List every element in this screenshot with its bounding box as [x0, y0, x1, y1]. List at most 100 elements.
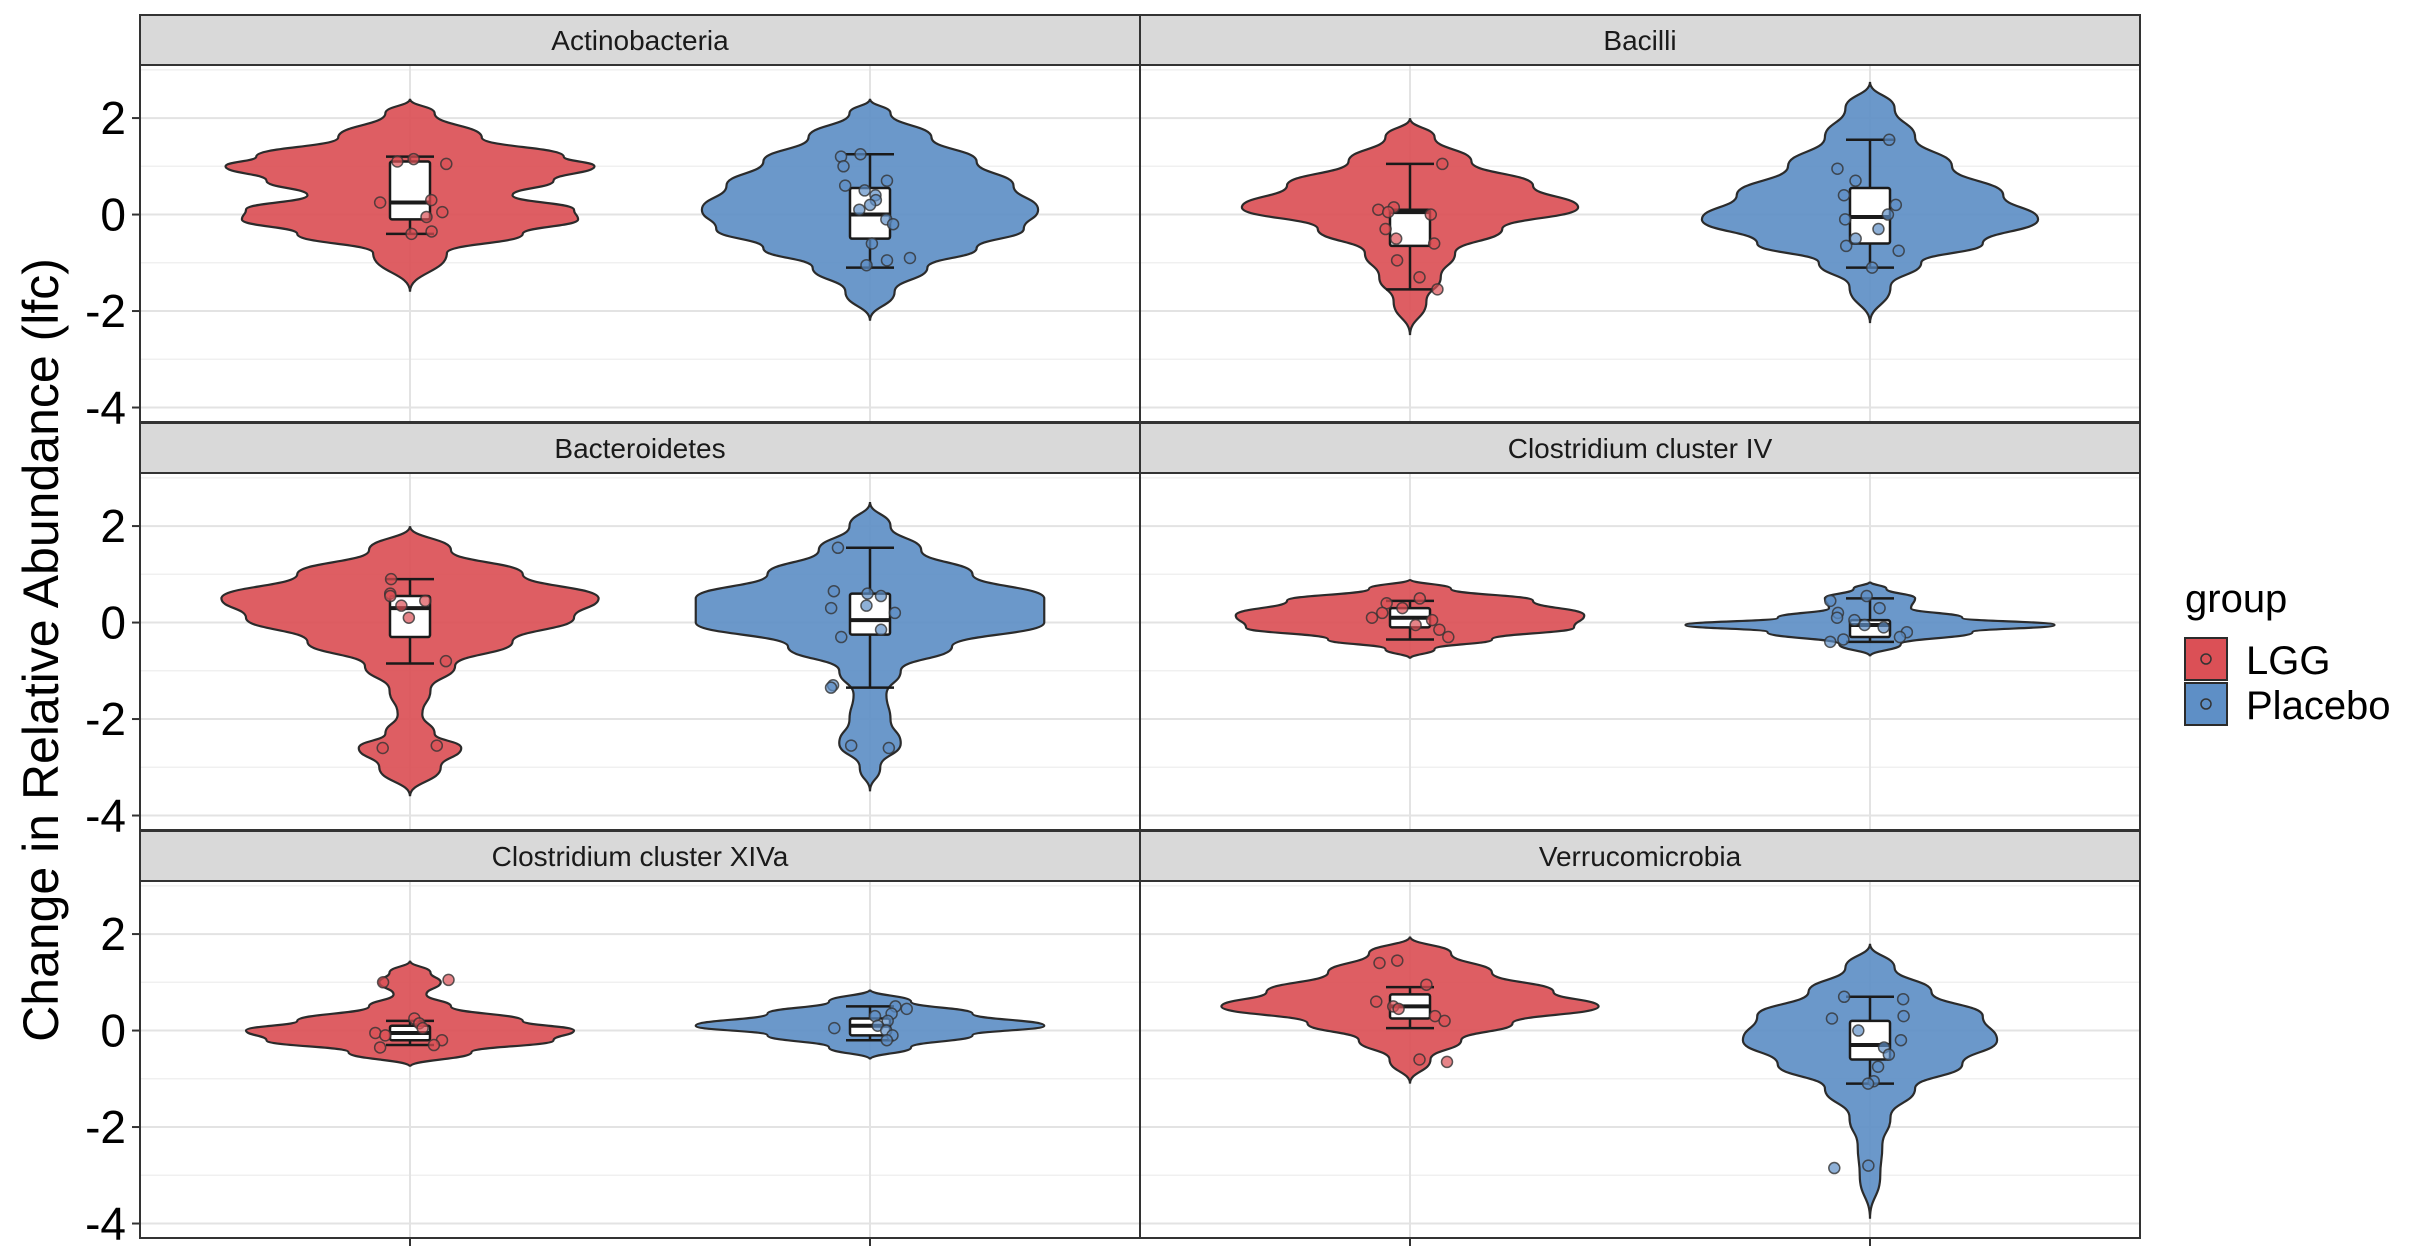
plot-background — [1140, 473, 2140, 830]
data-point — [882, 741, 896, 755]
data-point — [369, 1026, 382, 1040]
data-point — [436, 205, 449, 219]
legend-point-marker — [2200, 653, 2212, 665]
data-point — [1852, 1024, 1865, 1037]
data-point — [860, 599, 873, 612]
data-point — [376, 741, 389, 755]
data-point — [1871, 1060, 1885, 1073]
chart-panels: Actinobacteria -4 -2 0 2 Bacilli Bacteroidetes… — [85, 14, 2141, 1250]
data-point — [440, 157, 453, 171]
y-tick-label: 2 — [100, 92, 126, 144]
data-point — [1392, 1002, 1405, 1016]
data-point — [1438, 1014, 1451, 1028]
data-point — [880, 174, 894, 188]
data-point — [1897, 1009, 1910, 1023]
data-point — [1379, 222, 1392, 236]
data-point — [1390, 254, 1404, 267]
data-point — [1376, 606, 1389, 620]
data-point — [1849, 232, 1862, 245]
data-point — [1893, 630, 1907, 644]
data-point — [863, 198, 877, 212]
data-point — [442, 973, 455, 987]
y-axis-title: Change in Relative Abundance (lfc) — [13, 258, 69, 1042]
data-point — [1831, 162, 1844, 175]
data-point — [1838, 213, 1852, 226]
group-placebo — [694, 501, 1046, 792]
plot-background — [1140, 881, 2140, 1238]
data-point — [1848, 613, 1861, 627]
legend-label: LGG — [2246, 639, 2330, 683]
data-point — [373, 196, 387, 209]
data-point — [1389, 232, 1403, 245]
data-point — [391, 155, 404, 168]
data-point — [1849, 174, 1862, 188]
data-point — [854, 148, 867, 161]
y-tick-label: -2 — [85, 1101, 126, 1153]
y-tick-label: -4 — [85, 790, 126, 842]
data-point — [1413, 271, 1426, 284]
data-point — [1860, 589, 1873, 603]
y-tick-label: 0 — [100, 189, 126, 241]
data-point — [1881, 208, 1895, 221]
group-placebo — [1684, 580, 2056, 657]
strip-title: Bacteroidetes — [554, 433, 725, 464]
data-point — [379, 1029, 392, 1042]
strip-title: Verrucomicrobia — [1539, 841, 1742, 872]
data-point — [416, 1021, 429, 1035]
data-point — [874, 623, 888, 637]
group-lgg — [1220, 935, 1600, 1084]
data-point — [1370, 995, 1383, 1008]
data-point — [1391, 954, 1404, 967]
group-placebo — [1741, 943, 1999, 1219]
data-point — [1896, 992, 1910, 1006]
data-point — [865, 237, 879, 250]
strip-title: Clostridium cluster XIVa — [492, 841, 789, 872]
box-iqr — [388, 160, 432, 221]
legend-label: Placebo — [2246, 684, 2391, 728]
y-tick-label: -2 — [85, 693, 126, 745]
data-point — [853, 203, 866, 216]
panel-clostridium-cluster-xiva: Clostridium cluster XIVa -4 -2 0 2 — [85, 830, 1141, 1250]
y-tick-label: 0 — [100, 597, 126, 649]
data-point — [1420, 978, 1433, 991]
strip-title: Actinobacteria — [551, 25, 729, 56]
data-point — [1882, 133, 1896, 147]
data-point — [1413, 1053, 1426, 1066]
data-point — [1425, 613, 1439, 627]
data-point — [844, 739, 858, 752]
data-point — [860, 258, 873, 272]
data-point — [430, 739, 444, 752]
data-point — [376, 976, 390, 989]
data-point — [402, 611, 416, 624]
data-point — [831, 541, 845, 555]
data-point — [1872, 222, 1885, 236]
y-tick-label: -4 — [85, 382, 126, 434]
data-point — [827, 584, 841, 598]
data-point — [1839, 239, 1853, 253]
data-point — [1873, 601, 1886, 615]
legend-item-lgg: LGG — [2184, 637, 2330, 683]
group-placebo — [700, 98, 1040, 321]
data-point — [1837, 990, 1851, 1004]
data-point — [1436, 157, 1449, 171]
data-point — [1862, 1159, 1875, 1172]
data-point — [1892, 244, 1905, 257]
data-point — [838, 179, 852, 192]
data-point — [420, 210, 433, 224]
strip-header — [139, 14, 1141, 66]
data-point — [425, 225, 438, 238]
group-placebo — [1700, 81, 2040, 324]
data-point — [903, 251, 917, 265]
data-point — [1373, 956, 1386, 970]
data-point — [384, 589, 397, 603]
legend-title: group — [2185, 577, 2287, 621]
data-point — [419, 594, 432, 608]
data-point — [837, 160, 850, 173]
data-point — [1882, 1048, 1896, 1061]
y-tick-label: 0 — [100, 1005, 126, 1057]
data-point — [824, 601, 838, 615]
data-point — [1427, 237, 1441, 250]
group-lgg — [1234, 578, 1586, 660]
data-point — [1413, 592, 1427, 605]
data-point — [1365, 611, 1379, 624]
